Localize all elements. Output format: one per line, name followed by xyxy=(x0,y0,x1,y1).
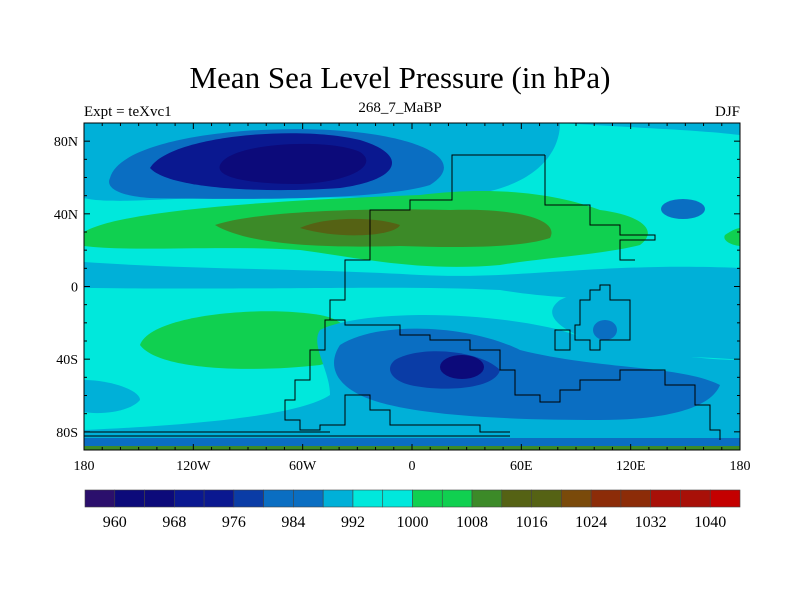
colorbar-box xyxy=(293,489,324,508)
colorbar-box xyxy=(680,489,711,508)
colorbar-box xyxy=(531,489,562,508)
period-label: 268_7_MaBP xyxy=(358,100,442,116)
contour-fills xyxy=(84,123,740,450)
x-tick-labels: 180 120W 60W 0 60E 120E 180 xyxy=(74,459,751,474)
experiment-label: Expt = teXvc1 xyxy=(84,104,172,120)
colorbar-box xyxy=(561,489,592,508)
colorbar-box xyxy=(263,489,294,508)
x-tick-label: 120W xyxy=(176,459,211,474)
colorbar-label: 992 xyxy=(341,514,365,531)
y-tick-label: 40S xyxy=(56,353,78,368)
colorbar-label: 1024 xyxy=(575,514,607,531)
colorbar-label: 1040 xyxy=(694,514,726,531)
axis-ticks xyxy=(83,122,741,451)
colorbar-box xyxy=(84,489,116,508)
coastlines xyxy=(84,154,721,440)
colorbar-box xyxy=(501,489,532,508)
colorbar-box xyxy=(590,489,622,508)
y-tick-label: 0 xyxy=(71,281,78,296)
colorbar-label: 1032 xyxy=(635,514,667,531)
colorbar-label: 984 xyxy=(281,514,305,531)
colorbar-box xyxy=(144,489,175,508)
colorbar-label: 1000 xyxy=(397,514,429,531)
y-tick-label: 80N xyxy=(54,135,78,150)
colorbar-label: 976 xyxy=(222,514,246,531)
season-label: DJF xyxy=(714,104,740,120)
plot-title: Mean Sea Level Pressure (in hPa) xyxy=(189,60,611,95)
colorbar-box xyxy=(382,489,413,508)
colorbar-box xyxy=(471,489,503,508)
y-tick-label: 80S xyxy=(56,426,78,441)
colorbar-box xyxy=(650,489,681,508)
colorbar-box xyxy=(352,489,384,508)
x-tick-label: 180 xyxy=(74,459,95,474)
y-tick-labels: 80N 40N 0 40S 80S xyxy=(54,135,78,441)
colorbar-label: 968 xyxy=(162,514,186,531)
colorbar-label: 1008 xyxy=(456,514,488,531)
colorbar-box xyxy=(203,489,235,508)
x-tick-label: 60W xyxy=(289,459,317,474)
colorbar-label: 1016 xyxy=(516,514,548,531)
colorbar-box xyxy=(233,489,264,508)
x-tick-label: 120E xyxy=(616,459,646,474)
colorbar-box xyxy=(620,489,651,508)
colorbar: 960 968 976 984 992 1000 1008 1016 1024 1032 1040 xyxy=(84,489,741,531)
x-tick-label: 60E xyxy=(510,459,533,474)
colorbar-box xyxy=(441,489,473,508)
colorbar-box xyxy=(709,489,741,508)
colorbar-box xyxy=(412,489,443,508)
colorbar-box xyxy=(322,489,354,508)
x-tick-label: 180 xyxy=(730,459,751,474)
colorbar-box xyxy=(174,489,205,508)
y-tick-label: 40N xyxy=(54,208,78,223)
x-tick-label: 0 xyxy=(409,459,416,474)
colorbar-label: 960 xyxy=(103,514,127,531)
colorbar-box xyxy=(114,489,145,508)
